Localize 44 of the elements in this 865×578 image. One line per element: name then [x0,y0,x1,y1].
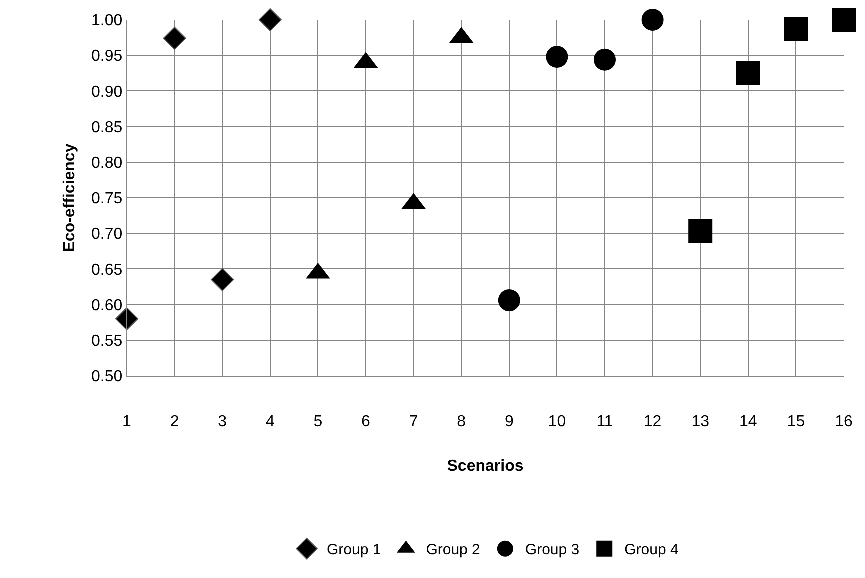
x-tick-label: 5 [314,413,323,430]
point [642,9,664,31]
y-tick-label: 0.50 [92,368,123,386]
y-tick-label: 1.00 [92,12,123,30]
y-tick-label: 0.70 [92,226,123,244]
legend-label: Group 2 [426,542,480,559]
y-tick-label: 0.60 [92,297,123,314]
legend-label: Group 1 [327,542,382,559]
point [498,290,520,312]
x-tick-label: 16 [835,413,853,430]
x-tick-label: 15 [787,413,806,430]
x-tick-label: 14 [740,413,758,430]
point [163,26,186,50]
x-axis-title: Scenarios [447,458,524,476]
point [832,8,856,32]
point [736,61,760,86]
legend-label: Group 4 [624,542,679,559]
x-tick-label: 10 [548,413,566,430]
x-tick-label: 11 [596,413,614,430]
point [258,8,282,32]
y-tick-label: 0.85 [92,119,123,136]
x-tick-label: 2 [170,413,180,430]
x-tick-label: 8 [457,413,466,430]
y-tick-label: 0.75 [92,190,123,208]
x-tick-label: 7 [409,413,418,430]
x-tick-label: 9 [504,413,514,430]
point [594,48,616,71]
y-tick-label: 0.80 [92,155,123,172]
legend-label: Group 3 [525,542,580,559]
x-tick-label: 3 [218,413,228,430]
point [784,17,808,42]
y-axis-title: Eco-efficiency [61,144,78,252]
y-tick-label: 0.90 [92,84,123,101]
x-tick-label: 6 [362,413,371,430]
x-tick-label: 1 [122,413,132,430]
x-tick-label: 12 [644,413,662,430]
point [546,46,568,68]
y-tick-label: 0.95 [92,48,123,66]
y-tick-label: 0.65 [92,262,123,279]
x-tick-label: 4 [266,413,275,430]
point [211,268,234,292]
x-tick-label: 13 [692,413,710,430]
y-tick-label: 0.55 [92,333,123,350]
point [688,219,713,244]
